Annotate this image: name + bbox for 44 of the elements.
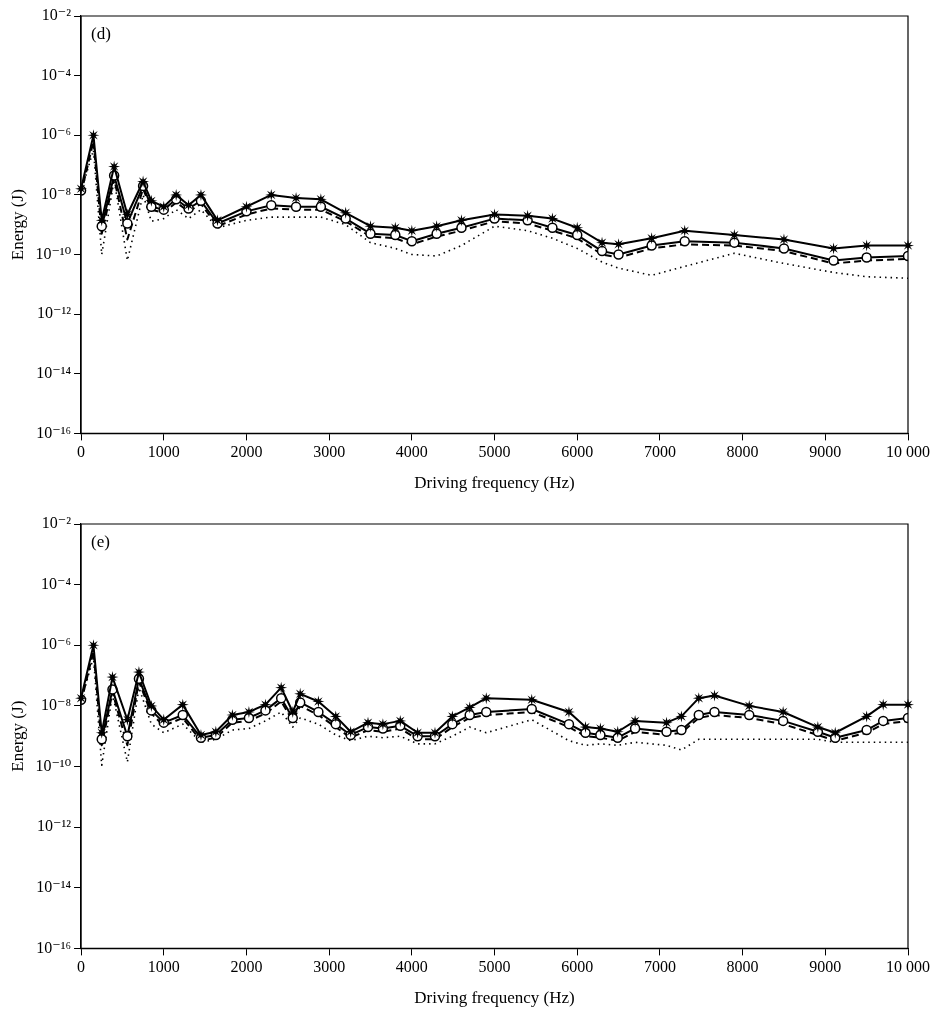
x-tick-label: 0 xyxy=(77,443,86,461)
y-tick-label: 10⁻¹⁰ xyxy=(35,244,72,262)
x-tick-label: 5000 xyxy=(478,443,511,461)
x-tick-label: 10 000 xyxy=(886,958,930,976)
x-tick-label: 4000 xyxy=(395,958,428,976)
x-tick-label: 1000 xyxy=(147,958,180,976)
x-tick-label: 4000 xyxy=(395,443,428,461)
y-tick-label: 10⁻¹² xyxy=(37,304,72,322)
x-tick-label: 7000 xyxy=(643,443,676,461)
annotation: (d) xyxy=(91,23,111,43)
y-tick-label: 10⁻² xyxy=(41,6,72,24)
x-tick-label: 6000 xyxy=(561,443,594,461)
x-axis-title: Driving frequency (Hz) xyxy=(414,988,575,1008)
x-tick-label: 2000 xyxy=(230,958,263,976)
y-tick-label: 10⁻⁴ xyxy=(41,65,72,83)
x-tick-label: 3000 xyxy=(313,443,346,461)
y-tick-label: 10⁻¹² xyxy=(37,817,72,835)
x-tick-label: 0 xyxy=(77,958,86,976)
x-tick-label: 6000 xyxy=(561,958,594,976)
x-tick-label: 5000 xyxy=(478,958,511,976)
y-tick-label: 10⁻¹⁶ xyxy=(36,938,72,956)
y-tick-label: 10⁻⁶ xyxy=(41,635,72,653)
y-tick-label: 10⁻⁶ xyxy=(41,125,72,143)
x-axis-title: Driving frequency (Hz) xyxy=(414,473,575,493)
y-axis-title: Energy (J) xyxy=(7,189,27,261)
x-tick-label: 2000 xyxy=(230,443,263,461)
y-tick-label: 10⁻¹⁴ xyxy=(36,877,72,895)
x-tick-label: 1000 xyxy=(147,443,180,461)
x-tick-label: 9000 xyxy=(809,958,842,976)
y-tick-label: 10⁻⁴ xyxy=(41,574,72,592)
x-tick-label: 3000 xyxy=(313,958,346,976)
y-axis-title: Energy (J) xyxy=(7,700,27,772)
y-tick-label: 10⁻² xyxy=(41,514,72,532)
y-tick-label: 10⁻⁸ xyxy=(41,185,72,203)
x-tick-label: 7000 xyxy=(643,958,676,976)
x-tick-label: 9000 xyxy=(809,443,842,461)
y-tick-label: 10⁻¹⁴ xyxy=(36,363,72,381)
y-tick-label: 10⁻¹⁶ xyxy=(36,423,72,441)
x-tick-label: 10 000 xyxy=(886,443,930,461)
y-tick-label: 10⁻⁸ xyxy=(41,696,72,714)
y-tick-label: 10⁻¹⁰ xyxy=(35,756,72,774)
annotation: (e) xyxy=(91,531,110,551)
x-tick-label: 8000 xyxy=(726,443,759,461)
x-tick-label: 8000 xyxy=(726,958,759,976)
